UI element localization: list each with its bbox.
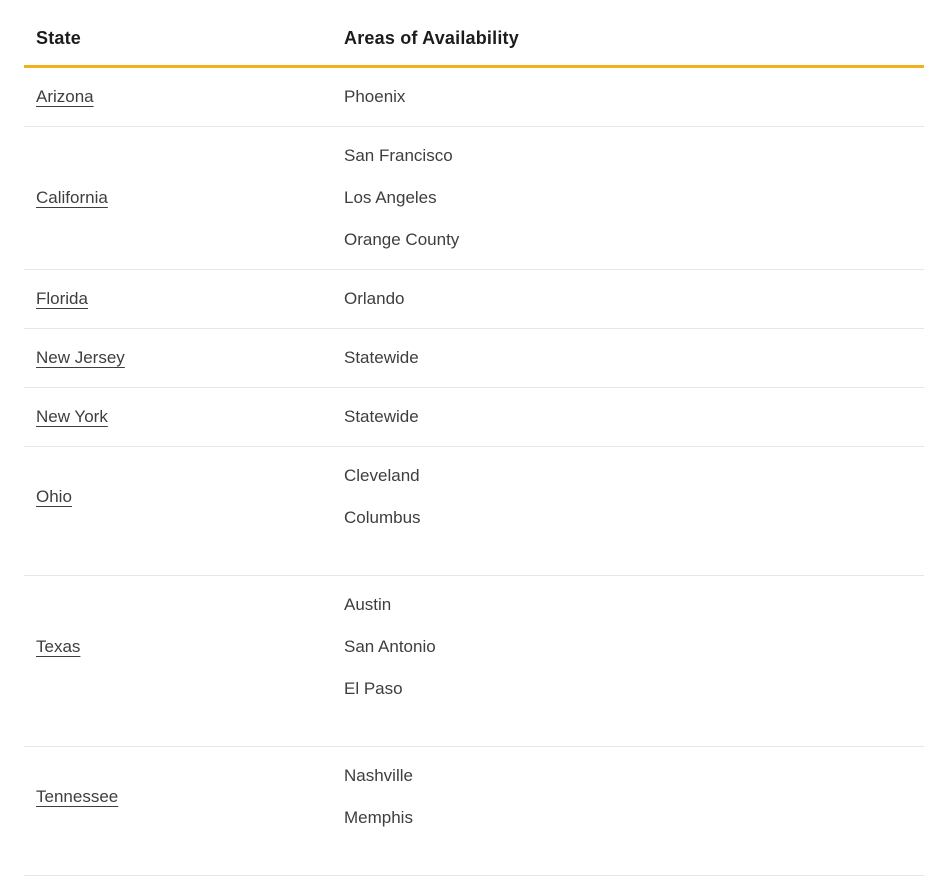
table-row: Texas Austin San Antonio El Paso xyxy=(24,575,924,747)
state-cell: Arizona xyxy=(24,66,332,127)
state-link[interactable]: Ohio xyxy=(36,487,72,506)
area-item: Statewide xyxy=(344,407,419,426)
area-item: Statewide xyxy=(344,348,419,367)
state-cell: California xyxy=(24,126,332,270)
state-cell: New Jersey xyxy=(24,328,332,388)
area-item: San Francisco xyxy=(344,146,453,165)
state-cell: Ohio xyxy=(24,446,332,576)
area-item: Los Angeles xyxy=(344,188,437,207)
state-cell: Florida xyxy=(24,269,332,329)
areas-cell: Statewide xyxy=(332,387,924,447)
state-cell: Texas xyxy=(24,575,332,747)
area-item: Phoenix xyxy=(344,87,406,106)
area-item: San Antonio xyxy=(344,637,436,656)
table-row: New Jersey Statewide xyxy=(24,328,924,388)
column-header-areas: Areas of Availability xyxy=(332,16,924,68)
table-row: Arizona Phoenix xyxy=(24,66,924,127)
state-link[interactable]: California xyxy=(36,188,108,207)
areas-cell: Austin San Antonio El Paso xyxy=(332,575,924,747)
state-link[interactable]: New Jersey xyxy=(36,348,125,367)
column-header-state: State xyxy=(24,16,332,68)
table-row: Ohio Cleveland Columbus xyxy=(24,446,924,576)
area-item: Memphis xyxy=(344,808,413,827)
areas-cell: Orlando xyxy=(332,269,924,329)
table-body: Arizona Phoenix California San Francisco Los… xyxy=(24,66,924,876)
state-link[interactable]: Arizona xyxy=(36,87,94,106)
areas-cell: Nashville Memphis xyxy=(332,746,924,876)
area-item: Orange County xyxy=(344,230,460,249)
table-row: New York Statewide xyxy=(24,387,924,447)
area-item: Orlando xyxy=(344,289,405,308)
state-link[interactable]: Florida xyxy=(36,289,88,308)
area-item: Columbus xyxy=(344,508,421,527)
area-item: Cleveland xyxy=(344,466,420,485)
area-item: El Paso xyxy=(344,679,403,698)
header-row: State Areas of Availability xyxy=(24,16,924,68)
table-header: State Areas of Availability xyxy=(24,16,924,68)
table-row: Tennessee Nashville Memphis xyxy=(24,746,924,876)
state-link[interactable]: Texas xyxy=(36,637,81,656)
areas-cell: Cleveland Columbus xyxy=(332,446,924,576)
areas-cell: San Francisco Los Angeles Orange County xyxy=(332,126,924,270)
state-link[interactable]: New York xyxy=(36,407,108,426)
state-availability-table: State Areas of Availability Arizona Phoen… xyxy=(24,16,924,876)
state-cell: New York xyxy=(24,387,332,447)
areas-cell: Statewide xyxy=(332,328,924,388)
table-row: Florida Orlando xyxy=(24,269,924,329)
area-item: Austin xyxy=(344,595,392,614)
state-cell: Tennessee xyxy=(24,746,332,876)
state-link[interactable]: Tennessee xyxy=(36,787,119,806)
table-row: California San Francisco Los Angeles Orange… xyxy=(24,126,924,270)
areas-cell: Phoenix xyxy=(332,66,924,127)
area-item: Nashville xyxy=(344,766,413,785)
